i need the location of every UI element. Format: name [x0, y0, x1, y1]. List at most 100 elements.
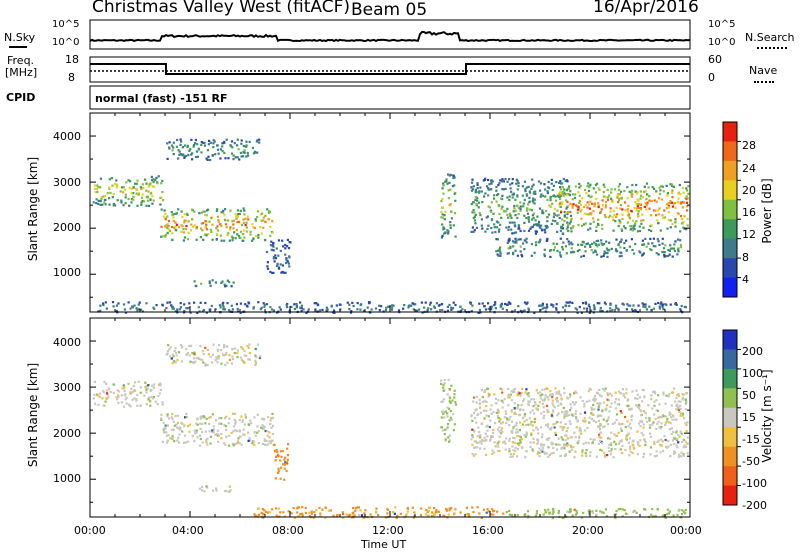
heatmap-cell	[135, 397, 138, 400]
heatmap-cell	[444, 231, 447, 234]
heatmap-cell	[557, 512, 560, 515]
heatmap-cell	[159, 388, 162, 392]
heatmap-cell	[270, 439, 273, 442]
heatmap-cell	[574, 413, 577, 416]
heatmap-cell	[99, 392, 102, 395]
heatmap-cell	[99, 200, 102, 203]
heatmap-cell	[120, 394, 123, 397]
heatmap-cell	[476, 187, 479, 190]
heatmap-cell	[495, 189, 498, 192]
heatmap-cell	[471, 443, 474, 446]
heatmap-cell	[663, 255, 666, 258]
heatmap-cell	[277, 467, 280, 470]
heatmap-cell	[94, 402, 97, 405]
heatmap-cell	[500, 302, 503, 305]
heatmap-cell	[563, 220, 566, 223]
heatmap-cell	[102, 302, 105, 305]
heatmap-cell	[525, 450, 528, 453]
heatmap-cell	[130, 198, 133, 201]
heatmap-cell	[581, 240, 584, 243]
heatmap-cell	[177, 441, 181, 444]
heatmap-cell	[603, 425, 606, 428]
heatmap-cell	[646, 193, 649, 196]
heatmap-cell	[182, 239, 185, 242]
heatmap-cell	[166, 415, 169, 418]
heatmap-cell	[648, 195, 651, 198]
heatmap-cell	[597, 223, 600, 226]
heatmap-cell	[663, 435, 666, 438]
heatmap-cell	[166, 231, 169, 234]
heatmap-cell	[483, 436, 486, 439]
heatmap-cell	[270, 426, 273, 429]
heatmap-cell	[448, 303, 451, 307]
heatmap-cell	[168, 146, 171, 149]
heatmap-cell	[266, 208, 269, 211]
heatmap-cell	[513, 391, 516, 394]
heatmap-cell	[601, 204, 604, 207]
heatmap-cell	[116, 199, 119, 202]
heatmap-cell	[669, 244, 672, 247]
heatmap-cell	[239, 356, 243, 359]
heatmap-cell	[574, 204, 578, 207]
heatmap-cell	[609, 405, 612, 408]
heatmap-cell	[181, 345, 184, 348]
heatmap-cell	[453, 389, 456, 392]
heatmap-cell	[590, 407, 593, 410]
heatmap-cell	[453, 396, 456, 399]
heatmap-cell	[572, 203, 575, 206]
heatmap-cell	[567, 224, 570, 227]
heatmap-cell	[600, 395, 603, 398]
freq-unit-label: [MHz]	[5, 66, 38, 79]
heatmap-cell	[511, 455, 514, 458]
heatmap-cell	[128, 204, 131, 207]
heatmap-cell	[561, 193, 564, 196]
heatmap-cell	[600, 436, 603, 439]
heatmap-cell	[650, 398, 653, 401]
heatmap-cell	[653, 390, 656, 393]
heatmap-cell	[625, 308, 628, 311]
heatmap-cell	[168, 141, 171, 144]
heatmap-cell	[230, 140, 234, 143]
heatmap-cell	[558, 204, 561, 207]
heatmap-cell	[236, 209, 239, 212]
heatmap-cell	[442, 386, 445, 389]
heatmap-cell	[626, 221, 630, 224]
heatmap-cell	[607, 248, 610, 252]
heatmap-cell	[473, 219, 477, 222]
heatmap-cell	[540, 449, 543, 452]
heatmap-cell	[513, 231, 516, 235]
heatmap-cell	[636, 453, 639, 456]
heatmap-cell	[636, 192, 639, 195]
heatmap-cell	[620, 411, 623, 414]
heatmap-cell	[629, 228, 632, 231]
heatmap-cell	[282, 271, 285, 274]
heatmap-cell	[682, 446, 685, 449]
heatmap-cell	[257, 430, 260, 433]
heatmap-cell	[490, 308, 493, 311]
heatmap-cell	[619, 427, 623, 430]
heatmap-cell	[495, 238, 498, 241]
heatmap-cell	[244, 217, 247, 220]
heatmap-cell	[675, 444, 678, 447]
heatmap-cell	[284, 243, 287, 247]
heatmap-cell	[519, 309, 522, 312]
heatmap-cell	[621, 302, 624, 305]
heatmap-cell	[517, 206, 520, 209]
heatmap-cell	[528, 417, 531, 420]
heatmap-cell	[446, 229, 449, 232]
heatmap-cell	[266, 261, 269, 264]
heatmap-cell	[525, 194, 529, 197]
heatmap-cell	[243, 423, 246, 426]
heatmap-cell	[558, 390, 561, 393]
heatmap-cell	[256, 151, 259, 154]
heatmap-cell	[478, 190, 481, 193]
heatmap-cell	[574, 390, 577, 393]
heatmap-cell	[621, 451, 624, 455]
heatmap-cell	[487, 395, 490, 398]
heatmap-cell	[135, 399, 138, 402]
heatmap-cell	[450, 306, 453, 309]
heatmap-cell	[477, 311, 480, 314]
heatmap-cell	[475, 395, 478, 398]
heatmap-cell	[472, 511, 475, 514]
heatmap-cell	[537, 441, 540, 444]
